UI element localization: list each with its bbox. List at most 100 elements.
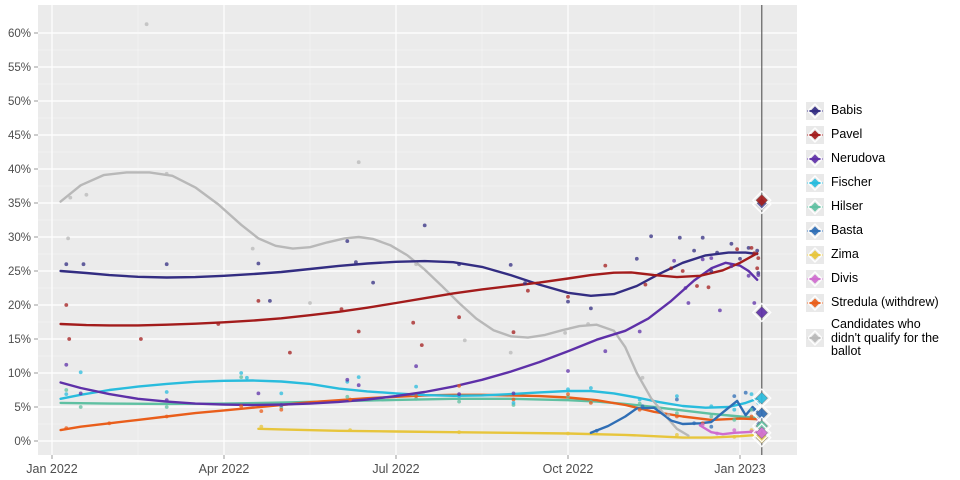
gray-diamond-icon [807, 330, 823, 347]
fischer-poll-dot [566, 387, 570, 392]
hilser-poll-dot [345, 394, 350, 399]
stredula-trend-line [59, 393, 759, 432]
legend-item-basta: Basta [806, 222, 958, 240]
hilser-poll-dot [732, 418, 737, 422]
nerudova-poll-dot [356, 383, 361, 388]
fischer-poll-dot [749, 392, 754, 396]
nerudova-poll-dot [603, 349, 608, 354]
basta-diamond-icon [807, 223, 823, 239]
nerudova-poll-dot [414, 364, 418, 369]
babis-diamond-icon [807, 103, 823, 119]
nerudova-result-diamond [751, 302, 772, 323]
stredula-poll-dot [414, 394, 418, 398]
nerudova-poll-dot [718, 308, 722, 313]
fischer-poll-dot [709, 404, 714, 409]
stredula-poll-dot [637, 407, 642, 412]
fischer-poll-dot [356, 375, 361, 379]
x-axis-label: Jan 2022 [26, 462, 77, 476]
pavel-poll-dot [755, 266, 760, 271]
pavel-result-diamond [751, 190, 772, 211]
pavel-poll-dot [603, 263, 608, 268]
pavel-poll-dot [669, 266, 674, 271]
gray-poll-dot [308, 301, 312, 305]
basta-trend-line [589, 399, 759, 434]
babis-poll-dot [755, 248, 760, 253]
pavel-poll-dot [680, 269, 685, 273]
babis-poll-dot [715, 250, 719, 255]
divis-result-diamond [751, 422, 772, 443]
babis-poll-dot [508, 263, 513, 267]
pavel-poll-dot [695, 284, 699, 288]
legend-item-nerudova: Nerudova [806, 150, 958, 168]
legend-item-fischer: Fischer [806, 174, 958, 192]
basta-poll-dot [594, 428, 599, 433]
pavel-poll-dot [64, 303, 69, 307]
legend-label-fischer: Fischer [831, 175, 872, 190]
babis-poll-dot [256, 261, 261, 266]
nerudova-legend-marker-icon [806, 150, 824, 168]
chart-legend: Babis Pavel Nerudova Fischer Hilser Basta Zima… [806, 102, 958, 359]
pavel-poll-dot [256, 299, 261, 303]
zima-poll-dot [566, 431, 570, 436]
stredula-poll-dot [589, 401, 593, 405]
pavel-poll-dot [411, 320, 416, 325]
nerudova-poll-dot [78, 391, 83, 396]
pavel-poll-dot [457, 315, 461, 320]
hilser-poll-dot [566, 394, 570, 399]
pavel-poll-dot [511, 330, 516, 335]
nerudova-poll-dot [729, 264, 734, 269]
fischer-diamond-icon [807, 175, 823, 191]
babis-poll-dot [649, 234, 653, 239]
divis-trend-line [698, 424, 759, 436]
pavel-poll-dot [216, 322, 221, 326]
stredula-poll-points [64, 384, 754, 430]
babis-poll-dot [729, 241, 734, 246]
basta-poll-dot [709, 424, 714, 429]
zima-poll-dot [675, 433, 679, 437]
y-axis-label: 15% [8, 334, 31, 346]
stredula-poll-dot [64, 426, 69, 430]
pavel-poll-dot [139, 337, 143, 341]
y-axis-label: 40% [8, 164, 31, 176]
babis-poll-dot [589, 306, 593, 311]
hilser-diamond-icon [807, 199, 823, 215]
hilser-poll-dot [64, 388, 69, 392]
plot-panel [38, 5, 797, 455]
stredula-poll-dot [457, 384, 461, 388]
stredula-poll-dot [348, 397, 352, 402]
nerudova-poll-dot [686, 301, 691, 305]
basta-poll-dot [640, 404, 645, 409]
fischer-poll-dot [511, 401, 516, 405]
y-axis-label: 25% [8, 266, 31, 278]
divis-poll-dot [700, 422, 705, 427]
babis-poll-dot [523, 281, 527, 286]
y-axis-label: 30% [8, 232, 31, 244]
nerudova-poll-dot [511, 391, 516, 396]
fischer-poll-dot [245, 375, 249, 380]
fischer-poll-dot [64, 392, 69, 396]
nerudova-poll-dot [752, 301, 757, 305]
stredula-poll-dot [107, 421, 112, 426]
y-axis-label: 20% [8, 300, 31, 312]
legend-item-stredula: Stredula (withdrew) [806, 294, 958, 312]
y-axis-label: 5% [14, 402, 31, 414]
x-axis-label: Oct 2022 [543, 462, 594, 476]
nerudova-poll-dot [345, 377, 350, 382]
gray-poll-dot [356, 160, 361, 165]
y-axis-label: 10% [8, 368, 31, 380]
pavel-poll-dot [356, 329, 361, 334]
legend-label-hilser: Hilser [831, 199, 863, 214]
pavel-poll-dot [756, 256, 761, 260]
fischer-legend-marker-icon [806, 174, 824, 192]
stredula-legend-marker-icon [806, 294, 824, 312]
divis-poll-dot [732, 428, 737, 432]
poll-chart-svg: 0% 5% 10% 15% 20% 25% 30% 35% 40% 45% 50% 55% 60% Jan… [8, 5, 797, 476]
nerudova-poll-dot [279, 403, 284, 407]
fischer-poll-dot [414, 384, 418, 389]
gray-poll-dot [66, 236, 70, 241]
fischer-trend-line [59, 379, 759, 409]
stredula-diamond-icon [807, 295, 823, 311]
nerudova-poll-dot [637, 329, 642, 334]
legend-item-pavel: Pavel [806, 126, 958, 144]
gray-poll-dot [666, 413, 671, 418]
